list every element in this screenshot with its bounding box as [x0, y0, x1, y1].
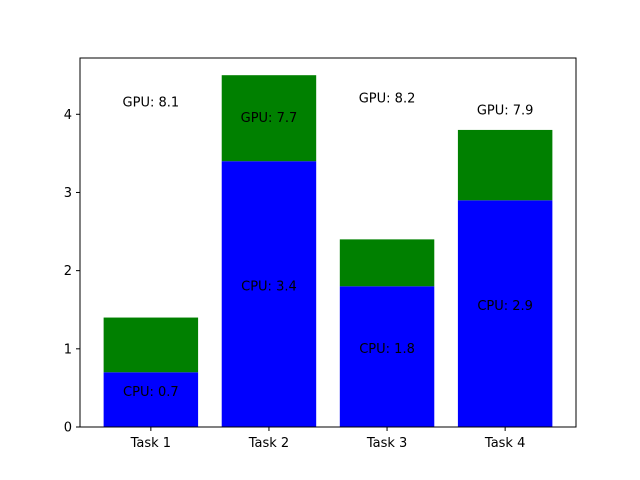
bar-cpu-task-3	[339, 286, 435, 427]
bar-cpu-task-1	[103, 372, 199, 427]
gpu-data-label: GPU: 7.7	[241, 111, 298, 126]
bar-gpu-task-3	[339, 239, 435, 287]
y-tick-label: 2	[64, 264, 72, 279]
x-tick-label: Task 2	[248, 436, 289, 451]
y-axis: 0 1 2 3 4	[64, 108, 80, 436]
gpu-data-label: GPU: 8.1	[123, 96, 180, 111]
bar-gpu-task-2	[221, 75, 317, 162]
cpu-data-label: CPU: 2.9	[477, 299, 533, 314]
bars-layer	[103, 75, 553, 427]
data-labels-layer: CPU: 0.7 GPU: 8.1 CPU: 3.4 GPU: 7.7 CPU: 1.8…	[123, 92, 534, 400]
x-axis: Task 1 Task 2 Task 3 Task 4	[130, 427, 525, 451]
x-tick-label: Task 4	[484, 436, 525, 451]
gpu-data-label: GPU: 8.2	[359, 92, 416, 107]
x-tick-label: Task 1	[130, 436, 171, 451]
gpu-data-label: GPU: 7.9	[477, 103, 534, 118]
y-tick-label: 0	[64, 421, 72, 436]
bar-gpu-task-4	[457, 129, 553, 201]
x-tick-label: Task 3	[366, 436, 407, 451]
bar-gpu-task-1	[103, 317, 199, 373]
cpu-data-label: CPU: 0.7	[123, 385, 179, 400]
bar-cpu-task-2	[221, 161, 317, 427]
y-tick-label: 1	[64, 342, 72, 357]
plot-frame	[79, 57, 577, 428]
y-tick-label: 4	[64, 108, 72, 123]
cpu-data-label: CPU: 1.8	[359, 342, 415, 357]
cpu-data-label: CPU: 3.4	[241, 279, 297, 294]
y-tick-label: 3	[64, 186, 72, 201]
bar-cpu-task-4	[457, 200, 553, 427]
